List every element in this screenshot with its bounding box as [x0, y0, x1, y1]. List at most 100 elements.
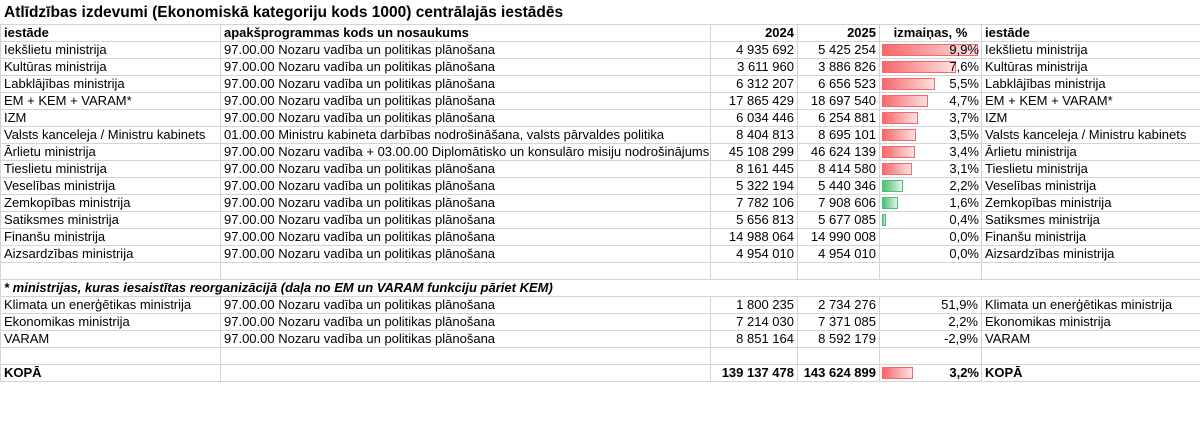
institution-cell[interactable]: IZM — [0, 109, 221, 127]
institution-repeat-cell[interactable]: Ekonomikas ministrija — [981, 313, 1200, 331]
value-2024-cell[interactable]: 6 034 446 — [710, 109, 798, 127]
value-2025-cell[interactable]: 5 425 254 — [797, 41, 880, 59]
subprogram-cell[interactable]: 97.00.00 Nozaru vadība un politikas plān… — [220, 194, 711, 212]
value-2024-cell[interactable]: 7 214 030 — [710, 313, 798, 331]
empty-cell[interactable] — [0, 347, 221, 365]
institution-cell[interactable]: Kultūras ministrija — [0, 58, 221, 76]
institution-cell[interactable]: VARAM — [0, 330, 221, 348]
subprogram-cell[interactable]: 97.00.00 Nozaru vadība un politikas plān… — [220, 58, 711, 76]
institution-cell[interactable]: Klimata un enerģētikas ministrija — [0, 296, 221, 314]
value-2025-cell[interactable]: 6 254 881 — [797, 109, 880, 127]
institution-cell[interactable]: Ārlietu ministrija — [0, 143, 221, 161]
subprogram-cell[interactable]: 97.00.00 Nozaru vadība un politikas plān… — [220, 245, 711, 263]
institution-repeat-cell[interactable]: VARAM — [981, 330, 1200, 348]
subprogram-cell[interactable]: 01.00.00 Ministru kabineta darbības nodr… — [220, 126, 711, 144]
change-cell[interactable]: -2,9% — [879, 330, 982, 348]
total-label-2[interactable]: KOPĀ — [981, 364, 1200, 382]
empty-cell[interactable] — [981, 262, 1200, 280]
subprogram-cell[interactable]: 97.00.00 Nozaru vadība un politikas plān… — [220, 177, 711, 195]
value-2024-cell[interactable]: 1 800 235 — [710, 296, 798, 314]
institution-repeat-cell[interactable]: Kultūras ministrija — [981, 58, 1200, 76]
value-2024-cell[interactable]: 45 108 299 — [710, 143, 798, 161]
change-cell[interactable]: 3,7% — [879, 109, 982, 127]
institution-repeat-cell[interactable]: Iekšlietu ministrija — [981, 41, 1200, 59]
empty-cell[interactable] — [879, 262, 982, 280]
change-cell[interactable]: 3,5% — [879, 126, 982, 144]
change-cell[interactable]: 5,5% — [879, 75, 982, 93]
subprogram-cell[interactable]: 97.00.00 Nozaru vadība un politikas plān… — [220, 41, 711, 59]
institution-cell[interactable]: Finanšu ministrija — [0, 228, 221, 246]
header-institution-2[interactable]: iestāde — [981, 24, 1200, 42]
value-2024-cell[interactable]: 3 611 960 — [710, 58, 798, 76]
value-2025-cell[interactable]: 18 697 540 — [797, 92, 880, 110]
subprogram-cell[interactable]: 97.00.00 Nozaru vadība un politikas plān… — [220, 160, 711, 178]
total-2025[interactable]: 143 624 899 — [797, 364, 880, 382]
empty-cell[interactable] — [710, 347, 798, 365]
institution-repeat-cell[interactable]: Labklājības ministrija — [981, 75, 1200, 93]
change-cell[interactable]: 4,7% — [879, 92, 982, 110]
subprogram-cell[interactable]: 97.00.00 Nozaru vadība un politikas plān… — [220, 313, 711, 331]
value-2024-cell[interactable]: 14 988 064 — [710, 228, 798, 246]
institution-cell[interactable]: Labklājības ministrija — [0, 75, 221, 93]
value-2025-cell[interactable]: 14 990 008 — [797, 228, 880, 246]
value-2024-cell[interactable]: 8 161 445 — [710, 160, 798, 178]
institution-repeat-cell[interactable]: Tieslietu ministrija — [981, 160, 1200, 178]
empty-cell[interactable] — [797, 347, 880, 365]
value-2024-cell[interactable]: 4 954 010 — [710, 245, 798, 263]
header-institution[interactable]: iestāde — [0, 24, 221, 42]
value-2025-cell[interactable]: 5 677 085 — [797, 211, 880, 229]
empty-cell[interactable] — [981, 347, 1200, 365]
value-2024-cell[interactable]: 5 322 194 — [710, 177, 798, 195]
change-cell[interactable]: 0,0% — [879, 228, 982, 246]
subprogram-cell[interactable]: 97.00.00 Nozaru vadība un politikas plān… — [220, 211, 711, 229]
subprogram-cell[interactable]: 97.00.00 Nozaru vadība un politikas plān… — [220, 330, 711, 348]
value-2024-cell[interactable]: 4 935 692 — [710, 41, 798, 59]
change-cell[interactable]: 3,2% — [879, 364, 982, 382]
subprogram-cell[interactable]: 97.00.00 Nozaru vadība un politikas plān… — [220, 228, 711, 246]
change-cell[interactable]: 1,6% — [879, 194, 982, 212]
empty-cell[interactable] — [220, 347, 711, 365]
institution-cell[interactable]: Satiksmes ministrija — [0, 211, 221, 229]
institution-cell[interactable]: EM + KEM + VARAM* — [0, 92, 221, 110]
header-2025[interactable]: 2025 — [797, 24, 880, 42]
value-2024-cell[interactable]: 7 782 106 — [710, 194, 798, 212]
change-cell[interactable]: 7,6% — [879, 58, 982, 76]
empty-cell[interactable] — [0, 262, 221, 280]
header-subprogram[interactable]: apakšprogrammas kods un nosaukums — [220, 24, 711, 42]
institution-repeat-cell[interactable]: Ārlietu ministrija — [981, 143, 1200, 161]
value-2025-cell[interactable]: 7 908 606 — [797, 194, 880, 212]
footnote-text[interactable]: * ministrijas, kuras iesaistītas reorgan… — [0, 279, 1200, 297]
institution-repeat-cell[interactable]: Valsts kanceleja / Ministru kabinets — [981, 126, 1200, 144]
value-2025-cell[interactable]: 5 440 346 — [797, 177, 880, 195]
institution-cell[interactable]: Aizsardzības ministrija — [0, 245, 221, 263]
change-cell[interactable]: 9,9% — [879, 41, 982, 59]
value-2025-cell[interactable]: 8 695 101 — [797, 126, 880, 144]
value-2025-cell[interactable]: 46 624 139 — [797, 143, 880, 161]
value-2025-cell[interactable]: 8 414 580 — [797, 160, 880, 178]
empty-cell[interactable] — [710, 262, 798, 280]
institution-cell[interactable]: Veselības ministrija — [0, 177, 221, 195]
header-change[interactable]: izmaiņas, % — [879, 24, 982, 42]
change-cell[interactable]: 0,0% — [879, 245, 982, 263]
institution-repeat-cell[interactable]: Zemkopības ministrija — [981, 194, 1200, 212]
change-cell[interactable]: 2,2% — [879, 177, 982, 195]
institution-cell[interactable]: Zemkopības ministrija — [0, 194, 221, 212]
subprogram-cell[interactable]: 97.00.00 Nozaru vadība + 03.00.00 Diplom… — [220, 143, 711, 161]
subprogram-cell[interactable]: 97.00.00 Nozaru vadība un politikas plān… — [220, 296, 711, 314]
value-2025-cell[interactable]: 6 656 523 — [797, 75, 880, 93]
institution-repeat-cell[interactable]: Veselības ministrija — [981, 177, 1200, 195]
empty-cell[interactable] — [797, 262, 880, 280]
institution-cell[interactable]: Iekšlietu ministrija — [0, 41, 221, 59]
total-label[interactable]: KOPĀ — [0, 364, 221, 382]
empty-cell[interactable] — [220, 364, 711, 382]
value-2025-cell[interactable]: 8 592 179 — [797, 330, 880, 348]
header-2024[interactable]: 2024 — [710, 24, 798, 42]
subprogram-cell[interactable]: 97.00.00 Nozaru vadība un politikas plān… — [220, 109, 711, 127]
institution-repeat-cell[interactable]: Satiksmes ministrija — [981, 211, 1200, 229]
value-2025-cell[interactable]: 7 371 085 — [797, 313, 880, 331]
value-2024-cell[interactable]: 17 865 429 — [710, 92, 798, 110]
value-2024-cell[interactable]: 8 404 813 — [710, 126, 798, 144]
empty-cell[interactable] — [879, 347, 982, 365]
value-2025-cell[interactable]: 3 886 826 — [797, 58, 880, 76]
empty-cell[interactable] — [220, 262, 711, 280]
